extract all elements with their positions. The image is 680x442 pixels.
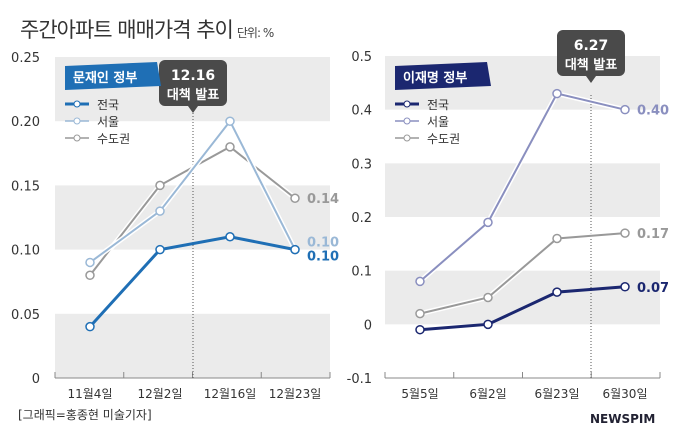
end-value-label: 0.10 — [307, 236, 339, 251]
x-tick-label: 11월4일 — [68, 387, 113, 401]
legend-marker — [403, 134, 411, 142]
announcement-text: 대책 발표 — [167, 87, 219, 103]
data-point — [155, 180, 165, 191]
series-line-전국 — [88, 235, 296, 328]
end-value-label: 0.07 — [637, 281, 669, 296]
legend-label: 서울 — [427, 115, 449, 129]
legend-label: 수도권 — [97, 132, 130, 146]
grid-band — [385, 270, 660, 325]
y-tick-label: 0 — [364, 318, 372, 333]
newspim-logo: NEWSPIM — [590, 412, 656, 426]
announcement-text: 대책 발표 — [565, 57, 617, 73]
end-value-label: 0.14 — [307, 192, 339, 207]
y-tick-label: -0.1 — [347, 372, 372, 387]
data-point — [620, 228, 630, 238]
y-tick-label: 0.15 — [11, 179, 40, 194]
x-tick-label: 12월2일 — [138, 387, 183, 401]
data-point — [620, 104, 630, 115]
series-line-전국 — [419, 285, 626, 332]
x-tick-label: 5월5일 — [401, 387, 438, 401]
y-tick-label: 0.5 — [351, 50, 372, 65]
y-tick-label: 0.1 — [351, 265, 372, 280]
data-point — [552, 88, 562, 99]
series-line-수도권 — [419, 232, 626, 315]
legend-label: 전국 — [427, 98, 449, 112]
data-point — [225, 232, 235, 242]
data-point — [155, 244, 165, 255]
legend-marker — [73, 134, 81, 142]
grid-band — [385, 163, 660, 217]
legend-label: 전국 — [97, 98, 119, 112]
y-tick-label: 0.25 — [11, 51, 40, 66]
x-tick-label: 6월23일 — [535, 387, 580, 401]
announcement-date: 6.27 — [574, 38, 609, 54]
end-value-label: 0.40 — [637, 104, 669, 119]
grid-band — [55, 185, 330, 250]
data-point — [552, 233, 562, 244]
legend-marker — [73, 100, 81, 108]
x-tick-label: 12월16일 — [204, 387, 257, 401]
x-tick-label: 12월23일 — [269, 387, 322, 401]
data-point — [483, 319, 493, 330]
legend-label: 수도권 — [427, 132, 460, 146]
announcement-date: 12.16 — [171, 68, 215, 84]
legend-marker — [73, 117, 81, 125]
series-line-서울 — [89, 119, 296, 264]
y-tick-label: 0.2 — [351, 211, 372, 226]
y-tick-label: 0.10 — [11, 244, 40, 259]
data-point — [155, 206, 165, 216]
data-point — [225, 116, 235, 126]
government-badge-label: 이재명 정부 — [403, 70, 467, 86]
data-point — [85, 270, 95, 281]
data-point — [415, 308, 425, 319]
series-line-서울 — [419, 92, 626, 283]
government-badge — [395, 62, 491, 90]
data-point — [85, 321, 95, 332]
x-tick-label: 6월30일 — [603, 387, 648, 401]
data-point — [620, 282, 630, 292]
announcement-pointer — [586, 76, 596, 83]
data-point — [415, 324, 425, 335]
end-value-label: 0.10 — [307, 250, 339, 265]
y-tick-label: 0.20 — [11, 115, 40, 130]
y-tick-label: 0 — [32, 372, 40, 387]
credit: [그래픽=홍종현 미술기자] — [18, 408, 152, 422]
announcement-box — [557, 30, 625, 76]
data-point — [483, 292, 493, 303]
y-tick-label: 0.05 — [11, 308, 40, 323]
x-tick-label: 6월2일 — [469, 387, 506, 401]
government-badge-label: 문재인 정부 — [73, 70, 137, 86]
unit-label: 단위: % — [236, 26, 274, 40]
y-tick-label: 0.4 — [351, 104, 372, 119]
y-tick-label: 0.3 — [351, 157, 372, 172]
legend-label: 서울 — [97, 115, 119, 129]
data-point — [85, 257, 95, 268]
announcement-box — [159, 60, 227, 106]
chart-title: 주간아파트 매매가격 추이 단위: % — [20, 18, 274, 42]
legend-marker — [403, 117, 411, 125]
data-point — [483, 217, 493, 228]
data-point — [415, 276, 425, 287]
data-point — [290, 244, 300, 255]
announcement-pointer — [188, 106, 198, 113]
legend-marker — [403, 100, 411, 108]
grid-band — [55, 313, 330, 378]
data-point — [290, 193, 300, 203]
government-badge — [65, 62, 161, 90]
data-point — [552, 287, 562, 297]
data-point — [225, 142, 235, 152]
end-value-label: 0.17 — [637, 227, 669, 242]
